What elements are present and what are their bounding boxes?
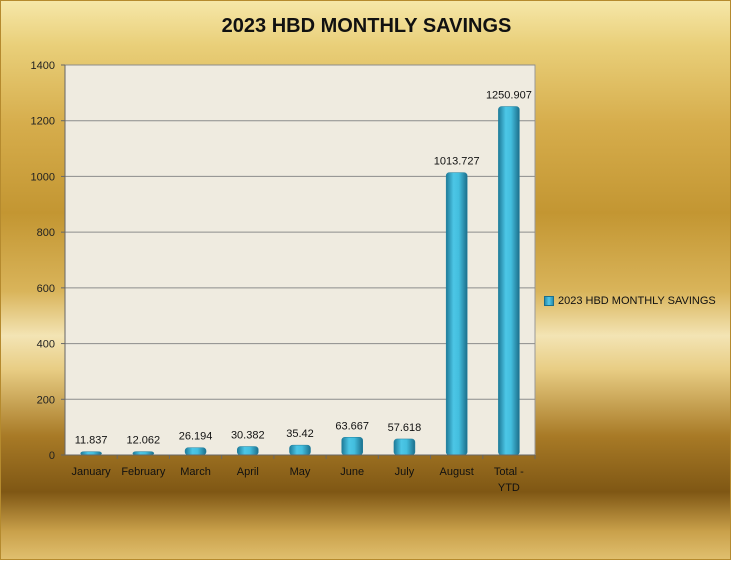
data-label: 11.837	[75, 435, 108, 447]
y-tick-label: 0	[49, 450, 55, 462]
category-label: July	[395, 466, 415, 478]
bar	[498, 106, 520, 456]
bar	[341, 437, 363, 456]
data-label: 30.382	[231, 430, 265, 442]
data-label: 35.42	[286, 428, 314, 440]
legend: 2023 HBD MONTHLY SAVINGS	[544, 295, 716, 307]
y-tick-label: 400	[37, 339, 55, 351]
bar	[184, 447, 207, 456]
chart-title: 2023 HBD MONTHLY SAVINGS	[221, 15, 512, 37]
category-label: February	[121, 466, 166, 478]
data-label: 12.062	[127, 435, 161, 447]
category-label: January	[72, 466, 112, 478]
y-tick-label: 1000	[31, 171, 55, 183]
data-label: 57.618	[388, 422, 422, 434]
bar	[237, 446, 259, 456]
data-label: 63.667	[335, 420, 369, 432]
category-label: June	[340, 466, 364, 478]
y-tick-label: 1400	[31, 60, 55, 72]
category-label: April	[237, 466, 259, 478]
bars	[80, 106, 520, 456]
legend-swatch	[544, 296, 554, 306]
x-axis: January February March April May June July Augu…	[65, 454, 536, 494]
bar	[393, 438, 416, 456]
y-tick-label: 1200	[31, 116, 55, 128]
bar	[132, 451, 155, 456]
data-label: 26.194	[179, 431, 213, 443]
bar	[445, 172, 468, 456]
y-tick-label: 600	[37, 283, 55, 295]
legend-label: 2023 HBD MONTHLY SAVINGS	[558, 295, 716, 307]
category-label: May	[290, 466, 311, 478]
y-tick-label: 200	[37, 394, 55, 406]
category-label: Total -YTD	[494, 466, 524, 494]
bar	[289, 444, 311, 456]
y-axis: 0 200 400 600 800 1000 1200 1400	[31, 60, 66, 462]
data-label: 1250.907	[486, 90, 532, 102]
category-label: August	[440, 466, 474, 478]
data-labels: 11.837 12.062 26.194 30.382 35.42 63.667 57.61…	[75, 90, 532, 447]
data-label: 1013.727	[434, 156, 480, 168]
category-label: March	[180, 466, 211, 478]
y-tick-label: 800	[37, 227, 55, 239]
